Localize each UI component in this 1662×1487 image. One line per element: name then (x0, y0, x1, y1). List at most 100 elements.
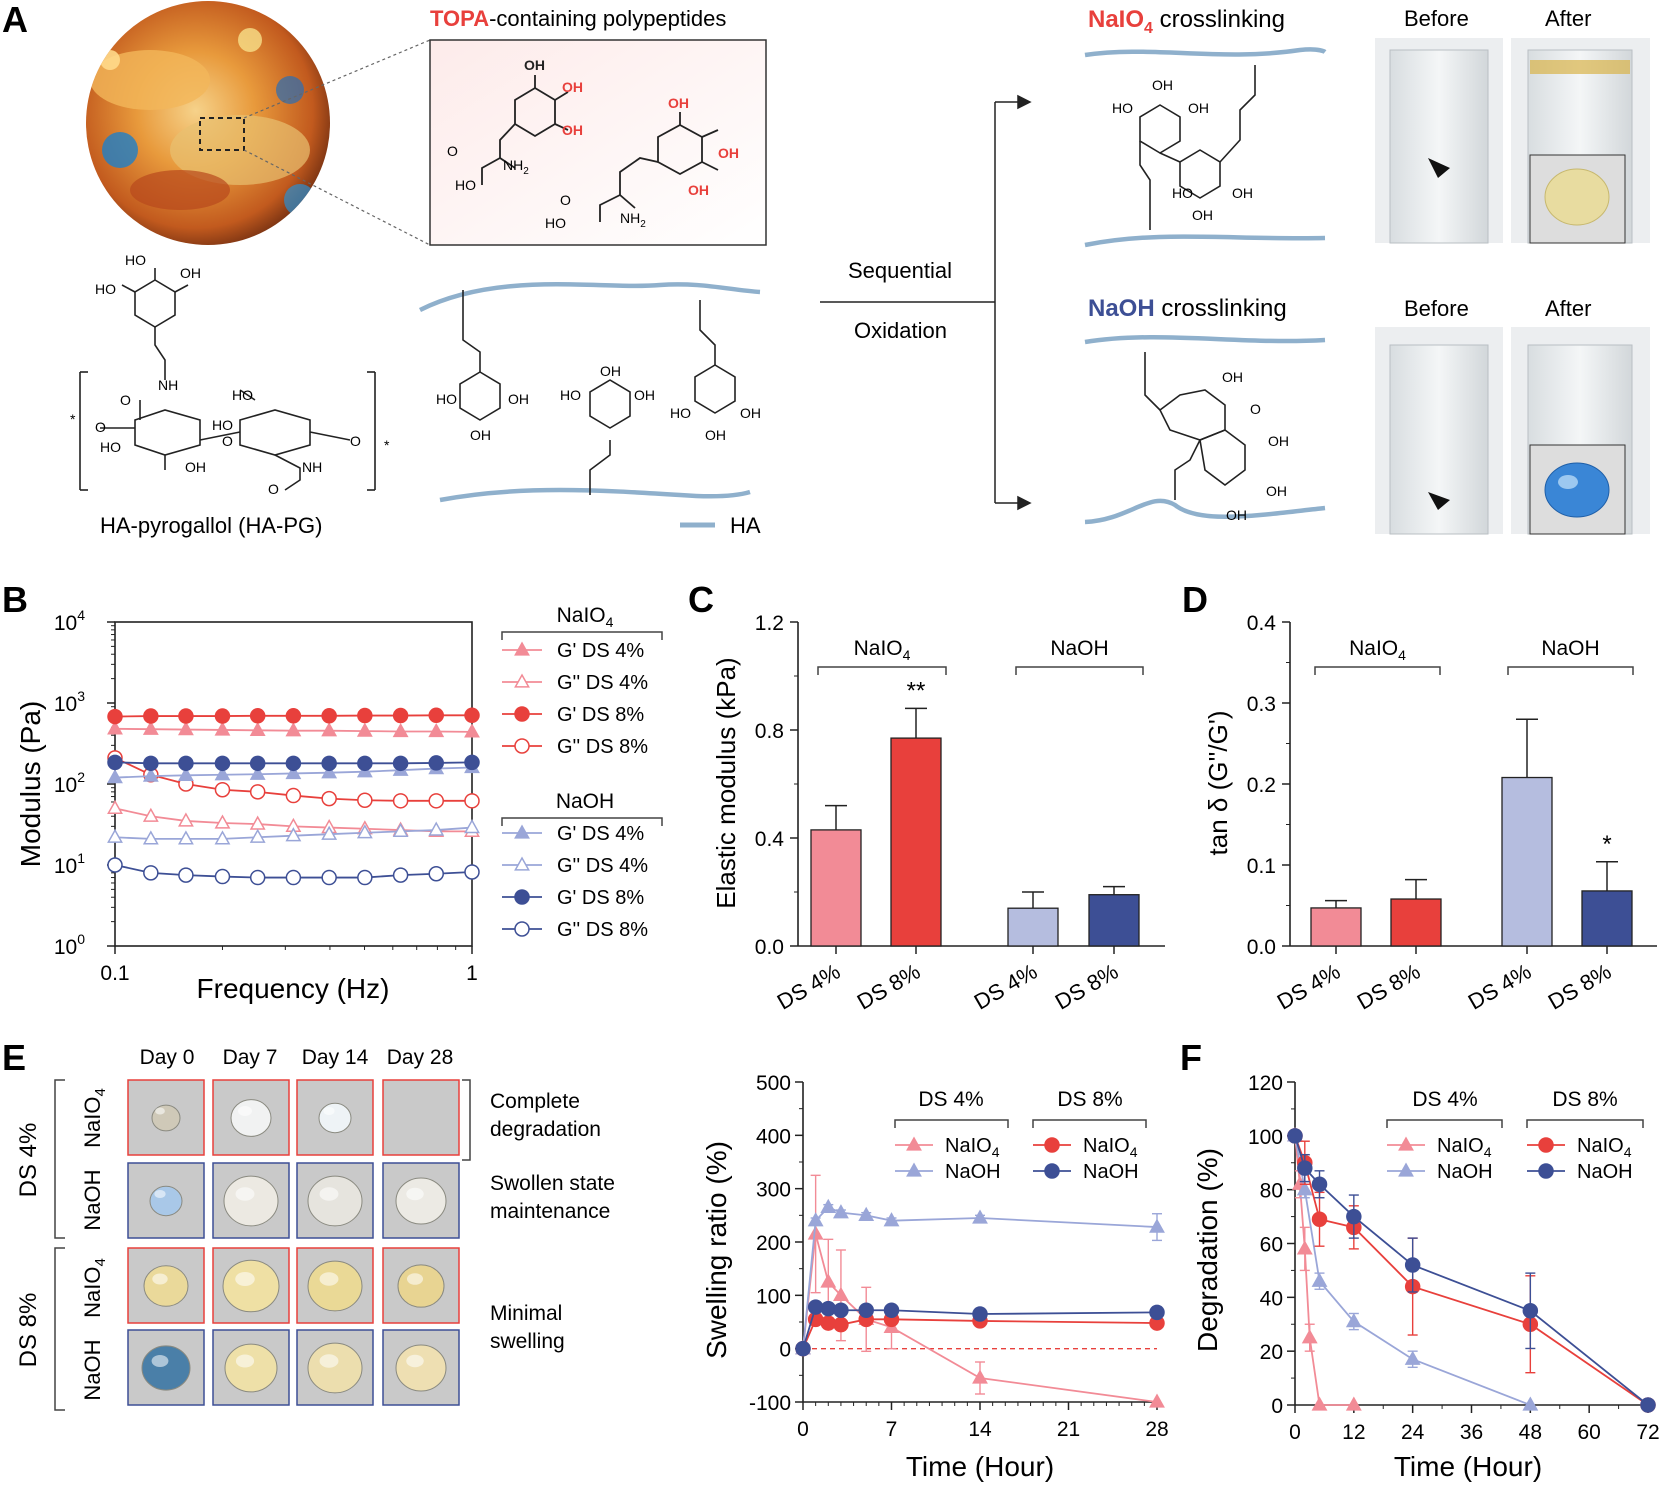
hydrogel-sample (307, 1175, 363, 1227)
y-tick-label: 0 (1271, 1395, 1283, 1418)
data-point-b (177, 766, 194, 781)
note-degradation: degradation (490, 1118, 601, 1141)
panel-b: B 100 101 102 103 104 0.1 1 NaIO4 NaOH G' DS 4% G… (2, 579, 663, 1004)
oh-label: OH (185, 459, 206, 475)
data-point-b (285, 755, 302, 772)
note-complete: Complete (490, 1090, 580, 1113)
x-tick-label: 14 (968, 1418, 992, 1441)
group-bracket (817, 666, 947, 675)
vial-photo-naoh-before (1375, 327, 1503, 535)
after-label: After (1545, 296, 1591, 321)
data-point-b (428, 821, 445, 836)
hydrogel-sample (395, 1344, 447, 1392)
oh-label: OH (634, 387, 655, 403)
data-point-b (464, 819, 480, 834)
data-point-b (392, 822, 409, 838)
hapg-label: HA-pyrogallol (HA-PG) (100, 513, 323, 538)
panel-letter-b: B (2, 579, 28, 620)
o-label: O (95, 419, 106, 435)
topa-molecule-1 (481, 75, 569, 185)
hydrogel-highlight (319, 1187, 339, 1201)
legend-bracket (1032, 1119, 1147, 1128)
legend-bracket (1526, 1119, 1644, 1128)
data-point-b (214, 830, 231, 845)
data-point (795, 1340, 811, 1357)
data-point (858, 1206, 875, 1221)
legend-marker (514, 641, 530, 656)
vial-photo-naio4-before (1375, 38, 1503, 244)
data-point-b (142, 720, 159, 735)
data-point-b (285, 764, 302, 780)
oh-label: OH (1152, 77, 1173, 93)
group-bracket (1015, 666, 1144, 675)
legend-marker (514, 738, 530, 754)
bar (1088, 894, 1140, 947)
y-axis-label-e: Swelling ratio (%) (701, 1141, 732, 1359)
data-point-b (214, 766, 231, 781)
legend-label: NaIO4 (1083, 1135, 1138, 1160)
significance-marker: * (1602, 831, 1611, 858)
hydrogel-highlight (154, 1190, 166, 1198)
data-point (1345, 1396, 1362, 1411)
oxidation-label: Oxidation (854, 318, 947, 343)
y-tick-label: 400 (756, 1125, 791, 1148)
data-point (807, 1225, 824, 1240)
o-label: O (222, 433, 233, 449)
y-tick-label: 0.0 (1247, 936, 1276, 959)
data-point-b (464, 707, 480, 724)
hydrogel-sample (307, 1260, 363, 1312)
data-point (1345, 1313, 1362, 1328)
hydrogel-sample (141, 1345, 191, 1391)
legend-bracket (501, 631, 663, 640)
y-tick-label: 0.0 (755, 936, 784, 959)
legend-group-ds4: DS 4% (918, 1088, 983, 1111)
data-point-b (321, 708, 337, 724)
data-point-b (321, 764, 338, 779)
data-point (1311, 1272, 1328, 1287)
x-tick-label: DS 4% (773, 959, 845, 1015)
data-point-b (285, 722, 302, 737)
panel-e: E Day 0 Day 7 Day 14 Day 28 DS 4% DS 8% … (2, 1037, 1169, 1482)
data-point-b (321, 825, 338, 840)
data-point-b (321, 722, 338, 737)
hydrogel-sample (149, 1185, 183, 1217)
data-point (833, 1316, 849, 1333)
oh-label: OH (1268, 433, 1289, 449)
oh-label: OH (508, 391, 529, 407)
y-tick-label: 1.2 (755, 612, 784, 635)
x-axis-label-b: Frequency (Hz) (197, 973, 390, 1004)
legend-group-naoh: NaOH (556, 790, 614, 813)
hydrogel-highlight (235, 1187, 255, 1201)
legend-group-ds8: DS 8% (1057, 1088, 1122, 1111)
data-point-b (107, 754, 123, 771)
y-tick-label: 80 (1260, 1180, 1283, 1203)
series-line (1294, 1135, 1354, 1406)
data-point-b (464, 793, 480, 809)
bar (810, 829, 862, 947)
ho-label: HO (125, 252, 146, 268)
legend-marker (514, 921, 530, 937)
y-tick-label: 0.8 (755, 720, 784, 743)
data-point-b (321, 869, 337, 886)
legend-bracket (1386, 1119, 1503, 1128)
legend-group-ds4: DS 4% (1412, 1088, 1477, 1111)
panel-letter-f: F (1180, 1037, 1202, 1078)
data-point (807, 1212, 824, 1227)
legend-group-ds8: DS 8% (1552, 1088, 1617, 1111)
o-label: O (447, 143, 458, 159)
data-point (1149, 1218, 1165, 1233)
oh-label: OH (1222, 369, 1243, 385)
legend-label: G' DS 8% (557, 704, 644, 726)
hydrogel-highlight (319, 1272, 339, 1286)
x-tick-label: DS 4% (1464, 959, 1536, 1015)
x-tick-label: DS 8% (1353, 959, 1425, 1015)
ho-label: HO (545, 215, 566, 231)
y-tick-label: 100 (1248, 1126, 1283, 1149)
ds4-label: DS 4% (15, 1123, 42, 1198)
data-point (883, 1212, 900, 1227)
legend-label: NaOH (945, 1161, 1001, 1183)
data-point-b (285, 869, 302, 886)
legend-marker (514, 889, 530, 905)
sequential-label: Sequential (848, 258, 952, 283)
oh-label-red: OH (562, 79, 583, 95)
